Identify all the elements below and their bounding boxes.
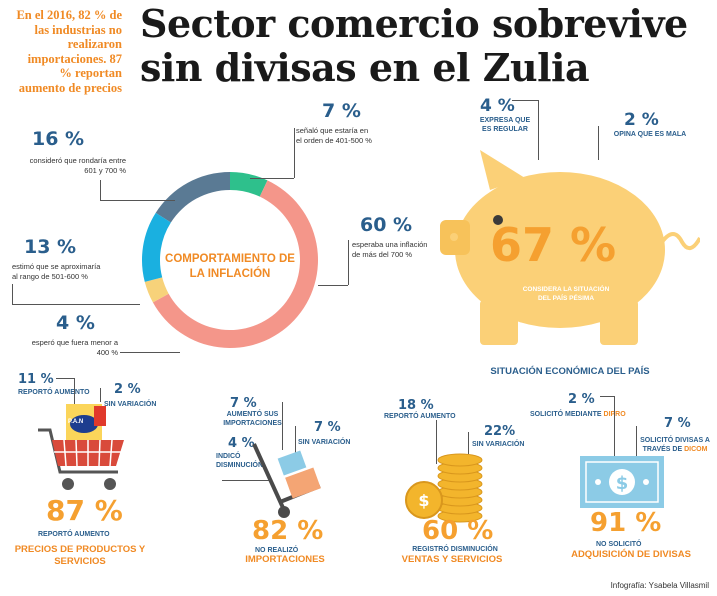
inflation-pct-4: 4 % <box>56 312 95 334</box>
imports-big-pct: 82 % <box>252 516 324 546</box>
sales-up-pct: 18 % <box>398 398 434 413</box>
currency-dicom-name: DICOM <box>684 446 708 453</box>
donut-segment-0 <box>155 172 230 223</box>
coins-icon: $ <box>405 453 483 523</box>
piggy-bank-icon <box>440 150 700 345</box>
sales-up-text: REPORTÓ AUMENTO <box>384 413 456 420</box>
credit: Infografía: Ysabela Villasmil <box>610 581 709 590</box>
shopping-cart-icon <box>38 404 124 490</box>
economy-big-text: CONSIDERA LA SITUACIÓN DEL PAÍS PÉSIMA <box>522 286 610 302</box>
donut-segment-3 <box>144 277 169 303</box>
prices-big-text: REPORTÓ AUMENTO <box>38 531 110 538</box>
economy-bad-text: OPINA QUE ES MALA <box>613 131 687 138</box>
prices-up-pct: 11 % <box>18 372 54 387</box>
intro-text: En el 2016, 82 % de las industrias no re… <box>16 8 122 95</box>
imports-caption: IMPORTACIONES <box>245 554 325 565</box>
inflation-center-label: COMPORTAMIENTO DE LA INFLACIÓN <box>165 253 295 280</box>
economy-regular-text: EXPRESA QUE ES REGULAR <box>479 117 531 133</box>
inflation-pct-16: 16 % <box>32 128 85 150</box>
sales-same-text: SIN VARIACIÓN <box>472 441 525 448</box>
sales-big-pct: 60 % <box>422 516 494 546</box>
prices-caption: PRECIOS DE PRODUCTOS Y SERVICIOS <box>14 544 146 567</box>
inflation-text-13: estimó que se aproximaría al rango de 50… <box>12 262 101 281</box>
prices-big-pct: 87 % <box>46 494 123 527</box>
donut-segment-4 <box>142 212 171 282</box>
imports-same-pct: 7 % <box>314 420 341 435</box>
svg-text:$: $ <box>418 491 429 510</box>
imports-down-text: INDICÓ DISMINUCIÓN <box>216 453 264 469</box>
imports-up-pct: 7 % <box>230 396 257 411</box>
inflation-text-7: señaló que estaría en el orden de 401-50… <box>296 126 372 145</box>
currency-dicom-line: SOLICITÓ DIVISAS A TRAVÉS DE DICOM <box>640 436 710 454</box>
hand-truck-icon <box>252 443 321 518</box>
inflation-text-60: esperaba una inflación de más del 700 % <box>352 240 428 259</box>
currency-big-pct: 91 % <box>590 508 662 538</box>
economy-caption: SITUACIÓN ECONÓMICA DEL PAÍS <box>490 366 650 377</box>
currency-dipro-text: SOLICITÓ MEDIANTE <box>530 411 602 418</box>
currency-caption: ADQUISICIÓN DE DIVISAS <box>571 549 691 560</box>
inflation-pct-13: 13 % <box>24 236 77 258</box>
inflation-text-16: consideró que rondaría entre 601 y 700 % <box>29 156 126 175</box>
economy-bad-pct: 2 % <box>624 110 659 130</box>
currency-big-text: NO SOLICITÓ <box>596 541 642 548</box>
prices-box-label: P.A.N <box>68 419 84 425</box>
sales-same-pct: 22% <box>484 424 516 439</box>
currency-dicom-pct: 7 % <box>664 416 691 431</box>
currency-dipro-pct: 2 % <box>568 392 595 407</box>
currency-dipro-line: SOLICITÓ MEDIANTE DIPRO <box>530 410 626 419</box>
currency-dicom-text: SOLICITÓ DIVISAS A TRAVÉS DE <box>640 437 710 453</box>
prices-same-text: SIN VARIACIÓN <box>104 401 157 408</box>
svg-text:$: $ <box>616 473 629 494</box>
dollar-bill-icon: $ <box>580 456 664 508</box>
inflation-text-4: esperó que fuera menor a 400 % <box>31 338 118 357</box>
economy-regular-pct: 4 % <box>480 96 515 116</box>
economy-big-pct: 67 % <box>490 218 617 272</box>
sales-big-text: REGISTRÓ DISMINUCIÓN <box>412 546 498 553</box>
imports-same-text: SIN VARIACIÓN <box>298 439 351 446</box>
imports-down-pct: 4 % <box>228 436 255 451</box>
prices-same-pct: 2 % <box>114 382 141 397</box>
inflation-pct-7: 7 % <box>322 100 361 122</box>
inflation-donut <box>142 172 318 349</box>
page-title: Sector comercio sobrevive sin divisas en… <box>140 1 688 90</box>
inflation-pct-60: 60 % <box>360 214 413 236</box>
sales-caption: VENTAS Y SERVICIOS <box>401 554 503 565</box>
prices-up-text: REPORTÓ AUMENTO <box>18 389 90 396</box>
imports-up-text: AUMENTÓ SUS IMPORTACIONES <box>223 411 282 427</box>
imports-big-text: NO REALIZÓ <box>255 547 299 554</box>
